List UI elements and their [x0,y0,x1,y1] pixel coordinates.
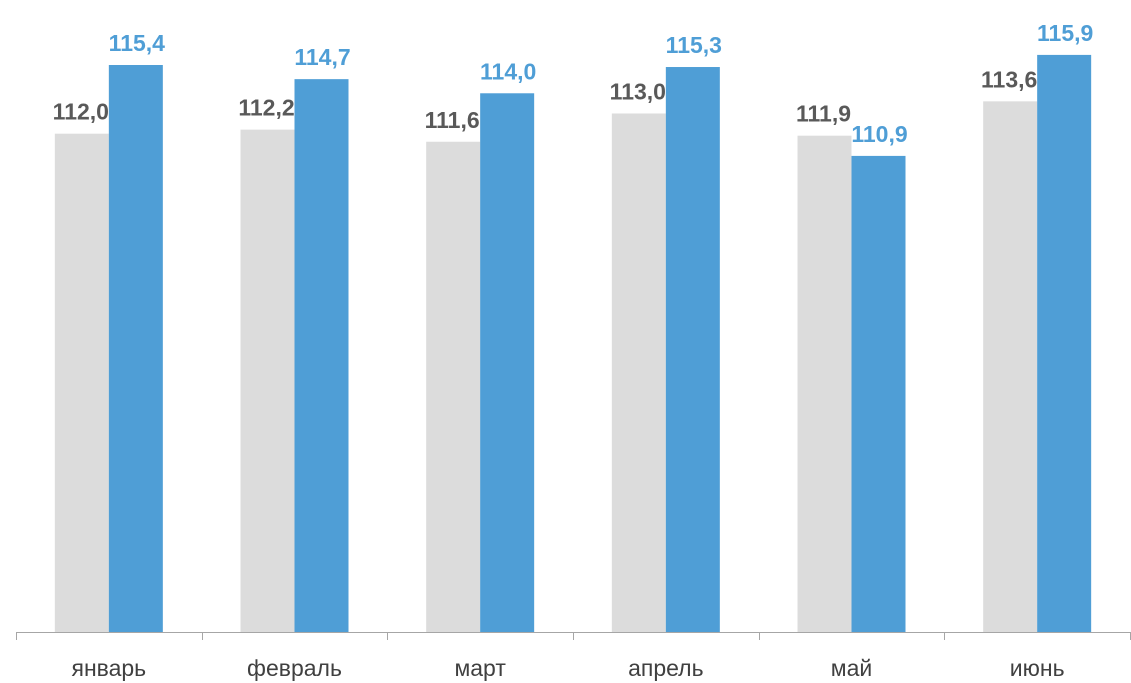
data-label-grey-2: 112,2 [238,95,294,121]
bar-grey-1 [54,133,109,632]
data-label-blue-1: 115,4 [109,30,165,56]
bar-grey-4 [611,113,666,633]
category-label-2: февраль [247,655,342,681]
bar-grey-5 [797,135,852,632]
x-axis [16,632,1131,640]
bars-layer [54,54,1092,633]
bar-blue-6 [1037,54,1092,632]
data-label-blue-3: 114,0 [480,58,536,84]
category-labels-layer: январь февраль март апрель май июнь [71,655,1064,681]
bar-blue-2 [294,79,349,632]
data-label-blue-5: 110,9 [851,121,907,147]
category-label-5: май [831,655,872,681]
data-label-grey-3: 111,6 [425,107,480,133]
bar-blue-1 [108,65,163,632]
data-label-grey-5: 111,9 [796,101,851,127]
category-label-1: январь [71,655,146,681]
data-label-blue-4: 115,3 [666,32,722,58]
bar-grey-2 [240,129,295,632]
data-label-grey-1: 112,0 [53,99,109,125]
data-label-grey-4: 113,0 [610,78,666,104]
data-label-blue-2: 114,7 [294,44,350,70]
category-label-6: июнь [1010,655,1065,681]
bar-grey-3 [426,141,481,632]
bar-grey-6 [983,101,1038,633]
data-label-blue-6: 115,9 [1037,20,1093,46]
category-label-3: март [454,655,506,681]
category-label-4: апрель [628,655,703,681]
data-label-grey-6: 113,6 [981,66,1037,92]
bar-blue-5 [851,155,906,632]
bar-blue-3 [480,93,535,632]
bar-blue-4 [665,67,720,632]
